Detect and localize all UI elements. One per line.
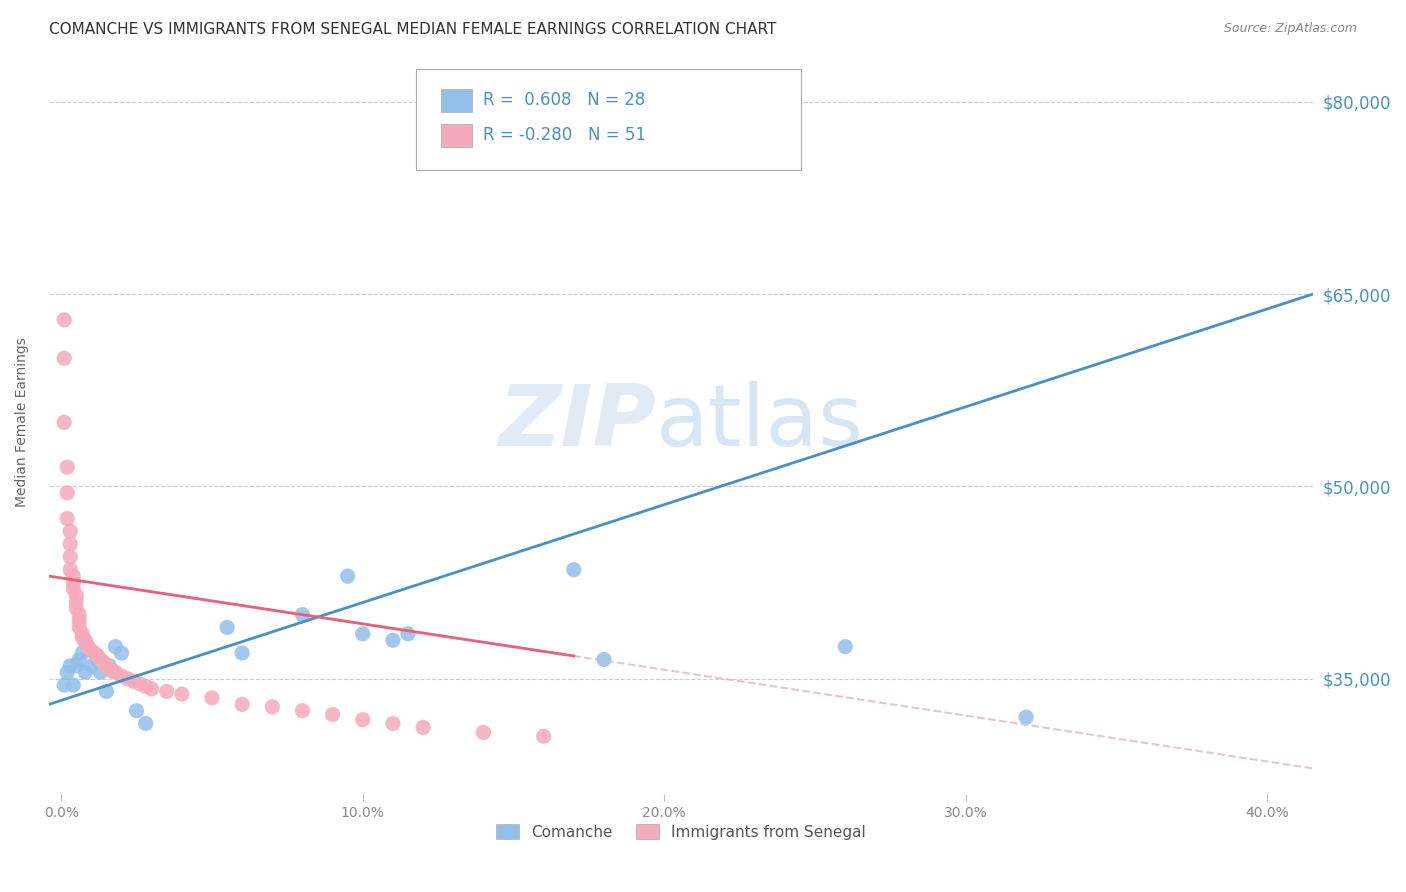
- Point: [77, 640, 100, 654]
- Y-axis label: Median Female Earnings: Median Female Earnings: [15, 337, 30, 508]
- Point: [59, 524, 82, 539]
- Point: [53, 351, 76, 366]
- Point: [135, 679, 157, 693]
- Point: [396, 627, 419, 641]
- Point: [86, 652, 108, 666]
- Point: [96, 658, 118, 673]
- Point: [291, 607, 314, 622]
- Point: [668, 95, 690, 109]
- Point: [593, 652, 616, 666]
- Point: [231, 698, 253, 712]
- Point: [104, 665, 127, 680]
- Point: [86, 648, 108, 663]
- Point: [125, 704, 148, 718]
- Point: [62, 582, 84, 596]
- Point: [59, 658, 82, 673]
- FancyBboxPatch shape: [441, 88, 472, 112]
- Point: [352, 713, 374, 727]
- Point: [62, 569, 84, 583]
- Point: [56, 460, 79, 475]
- Point: [412, 720, 434, 734]
- Point: [156, 684, 179, 698]
- Point: [80, 658, 103, 673]
- Point: [89, 652, 111, 666]
- Point: [67, 652, 90, 666]
- Text: atlas: atlas: [655, 381, 863, 464]
- Point: [53, 313, 76, 327]
- Text: COMANCHE VS IMMIGRANTS FROM SENEGAL MEDIAN FEMALE EARNINGS CORRELATION CHART: COMANCHE VS IMMIGRANTS FROM SENEGAL MEDI…: [49, 22, 776, 37]
- Point: [141, 681, 163, 696]
- Point: [72, 646, 94, 660]
- Point: [89, 665, 111, 680]
- Point: [59, 549, 82, 564]
- Point: [533, 729, 555, 743]
- Text: R =  0.608   N = 28: R = 0.608 N = 28: [482, 92, 645, 110]
- Text: Source: ZipAtlas.com: Source: ZipAtlas.com: [1223, 22, 1357, 36]
- Point: [65, 595, 87, 609]
- Point: [104, 640, 127, 654]
- Point: [53, 678, 76, 692]
- Point: [67, 620, 90, 634]
- FancyBboxPatch shape: [441, 123, 472, 147]
- Point: [262, 699, 284, 714]
- Point: [381, 633, 404, 648]
- Point: [53, 415, 76, 429]
- Point: [83, 646, 105, 660]
- Point: [472, 725, 495, 739]
- Point: [135, 716, 157, 731]
- Point: [75, 636, 97, 650]
- FancyBboxPatch shape: [416, 70, 801, 169]
- Point: [62, 678, 84, 692]
- Point: [62, 575, 84, 590]
- Text: R = -0.280   N = 51: R = -0.280 N = 51: [482, 127, 645, 145]
- Point: [381, 716, 404, 731]
- Point: [122, 674, 145, 689]
- Point: [352, 627, 374, 641]
- Point: [98, 661, 121, 675]
- Point: [110, 669, 132, 683]
- Point: [56, 511, 79, 525]
- Point: [110, 646, 132, 660]
- Point: [322, 707, 344, 722]
- Point: [201, 690, 224, 705]
- Point: [72, 627, 94, 641]
- Point: [215, 620, 238, 634]
- Point: [59, 563, 82, 577]
- Point: [96, 684, 118, 698]
- Point: [56, 486, 79, 500]
- Point: [834, 640, 856, 654]
- Point: [67, 607, 90, 622]
- Point: [231, 646, 253, 660]
- Point: [56, 665, 79, 680]
- Point: [93, 655, 115, 669]
- Point: [1015, 710, 1038, 724]
- Point: [98, 658, 121, 673]
- Point: [336, 569, 359, 583]
- Point: [65, 658, 87, 673]
- Point: [80, 643, 103, 657]
- Point: [170, 687, 193, 701]
- Point: [117, 672, 139, 686]
- Point: [75, 633, 97, 648]
- Legend: Comanche, Immigrants from Senegal: Comanche, Immigrants from Senegal: [491, 818, 872, 846]
- Point: [562, 563, 585, 577]
- Point: [128, 677, 150, 691]
- Point: [59, 537, 82, 551]
- Text: ZIP: ZIP: [498, 381, 655, 464]
- Point: [67, 614, 90, 628]
- Point: [75, 665, 97, 680]
- Point: [72, 631, 94, 645]
- Point: [291, 704, 314, 718]
- Point: [65, 601, 87, 615]
- Point: [101, 664, 124, 678]
- Point: [65, 588, 87, 602]
